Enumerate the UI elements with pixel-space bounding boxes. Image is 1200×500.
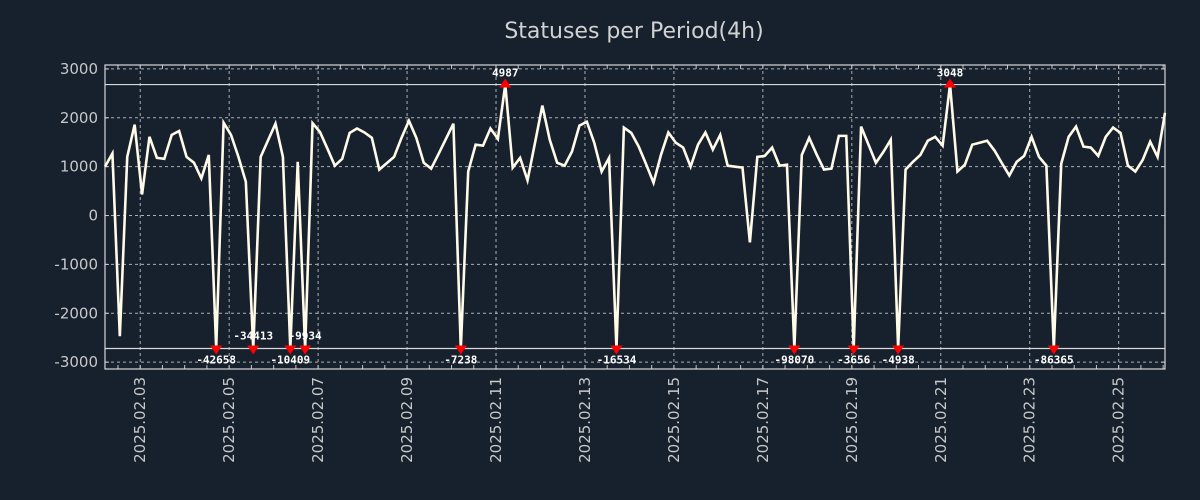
outlier-value-label: -4938 (882, 353, 915, 366)
outlier-marker-low (1047, 345, 1060, 355)
outlier-value-label: -98070 (774, 353, 814, 366)
axes (104, 64, 1166, 370)
y-tick-label: 2000 (60, 109, 98, 127)
y-tick-label: -2000 (54, 304, 98, 322)
x-tick-label: 2025.02.09 (398, 377, 416, 463)
x-tick-label: 2025.02.19 (843, 377, 861, 463)
x-tick-labels: 2025.02.03 2025.02.05 2025.02.07 2025.02.09… (131, 377, 1127, 463)
outlier-marker-high (944, 78, 957, 88)
outlier-value-label: -86365 (1034, 353, 1074, 366)
outlier-value-label: -7238 (444, 353, 477, 366)
x-tick-label: 2025.02.03 (131, 377, 149, 463)
x-tick-label: 2025.02.13 (576, 377, 594, 463)
x-tick-label: 2025.02.07 (309, 377, 327, 463)
y-tick-label: 1000 (60, 158, 98, 176)
series-layer (103, 84, 1167, 349)
outlier-marker-low (247, 345, 260, 355)
grid (105, 65, 1165, 369)
outlier-marker-low (454, 345, 467, 355)
outlier-marker-low (892, 345, 905, 355)
chart-title: Statuses per Period(4h) (504, 19, 763, 44)
outlier-marker-low (610, 345, 623, 355)
y-tick-labels: 3000 2000 1000 0 -1000 -2000 -3000 (54, 60, 98, 371)
outlier-marker-low (210, 345, 223, 355)
y-tick-label: -3000 (54, 353, 98, 371)
x-tick-label: 2025.02.23 (1021, 377, 1039, 463)
outlier-value-label: -34413 (233, 329, 273, 342)
outlier-markers: -42658 -34413 -10409 -9934 -7238 4987 -16534 -9… (196, 67, 1073, 367)
series-line (103, 84, 1167, 349)
y-tick-label: -1000 (54, 255, 98, 273)
outlier-value-label: -10409 (270, 353, 310, 366)
outlier-marker-low (847, 345, 860, 355)
plot-frame (104, 64, 1166, 370)
y-tick-label: 3000 (60, 60, 98, 78)
x-tick-label: 2025.02.15 (665, 377, 683, 463)
outlier-value-label: 3048 (937, 67, 964, 80)
x-tick-label: 2025.02.17 (754, 377, 772, 463)
outlier-marker-low (284, 345, 297, 355)
outlier-marker-low (788, 345, 801, 355)
outlier-value-label: 4987 (492, 67, 519, 80)
outlier-marker-low (299, 345, 312, 355)
outlier-value-label: -42658 (196, 353, 236, 366)
x-tick-label: 2025.02.05 (220, 377, 238, 463)
y-tick-label: 0 (88, 207, 98, 225)
x-tick-label: 2025.02.25 (1110, 377, 1128, 463)
outlier-value-label: -9934 (289, 329, 322, 342)
outlier-value-label: -3656 (837, 353, 870, 366)
outlier-marker-high (499, 78, 512, 88)
outlier-value-label: -16534 (597, 353, 637, 366)
x-tick-label: 2025.02.11 (487, 377, 505, 463)
x-tick-label: 2025.02.21 (932, 377, 950, 463)
